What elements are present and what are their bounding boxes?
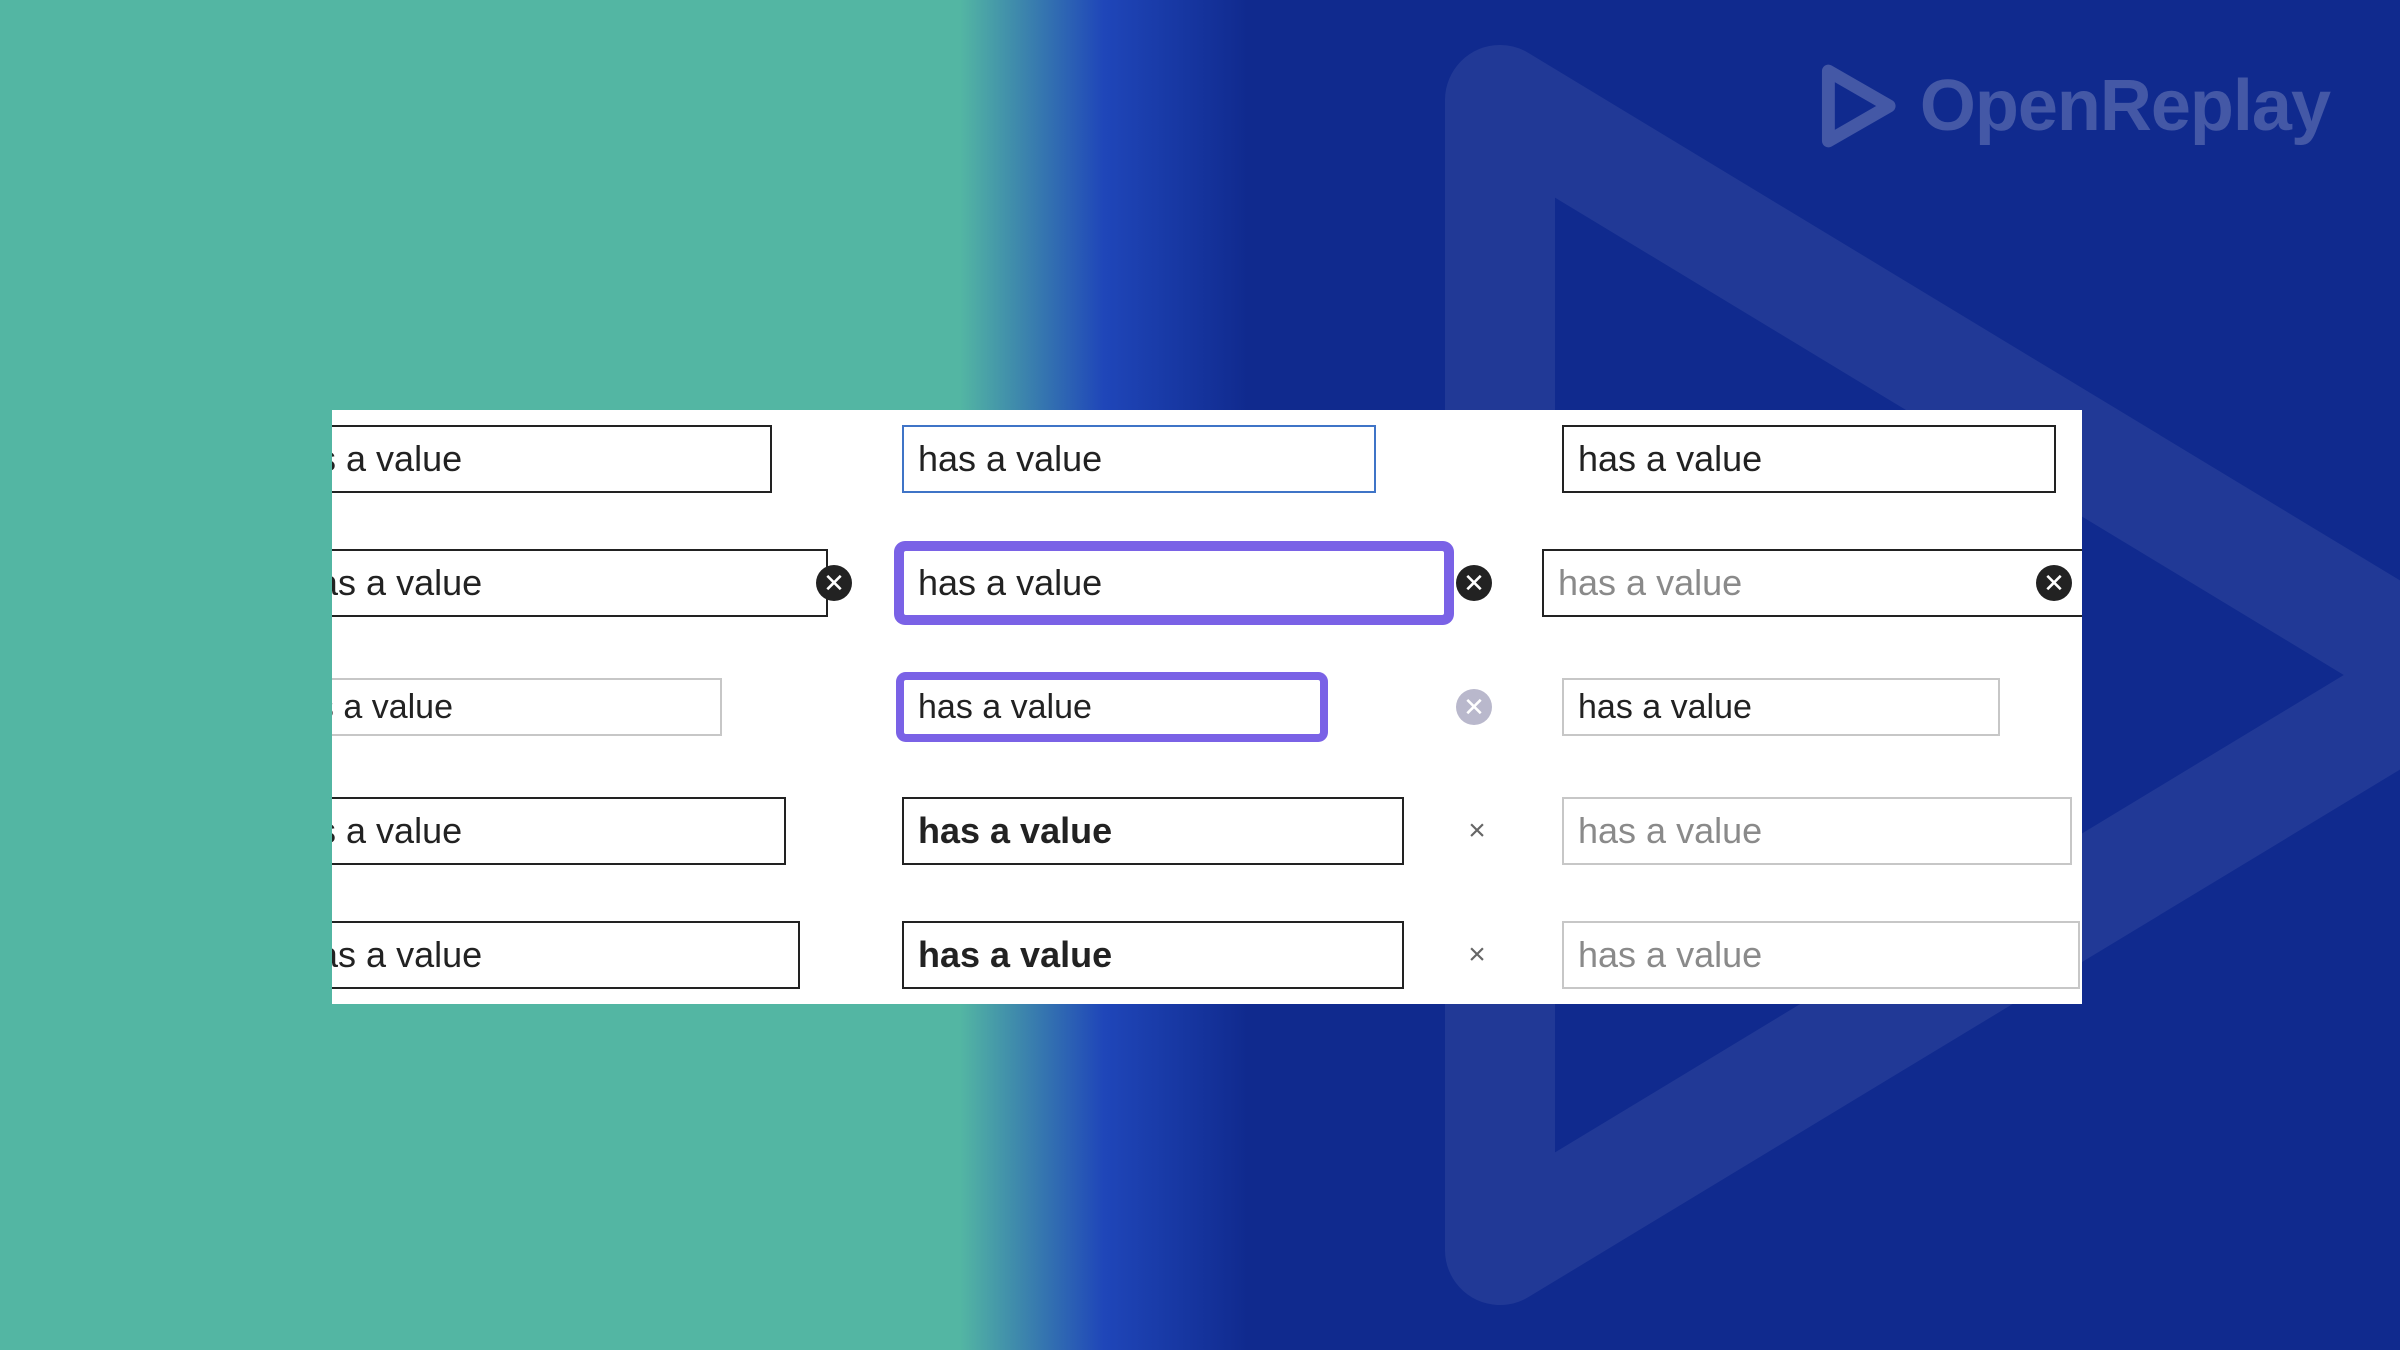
play-triangle-icon [1810,60,1902,152]
input-variant-4-0 [332,921,862,989]
text-input[interactable] [902,678,1322,736]
input-variant-3-0 [332,797,862,865]
input-variant-1-1: ✕ [902,549,1502,617]
text-input[interactable] [902,797,1404,865]
text-input[interactable] [1562,678,2000,736]
input-variant-3-1: × [902,797,1502,865]
input-variant-4-2 [1562,921,2082,989]
input-variant-2-1: ✕ [902,678,1502,736]
input-variant-2-0 [332,678,862,736]
input-variant-3-2 [1562,797,2082,865]
clear-icon[interactable]: × [1462,816,1492,846]
clear-icon[interactable]: ✕ [1456,565,1492,601]
input-variant-0-2 [1562,425,2082,493]
text-input[interactable] [1562,797,2072,865]
ui-screenshot-panel: ✕ ✕ ✕ ✕ × × [332,410,2082,1004]
text-input[interactable] [902,921,1404,989]
text-input[interactable] [332,549,828,617]
input-variant-0-0 [332,425,862,493]
text-input[interactable] [332,921,800,989]
clear-icon[interactable]: ✕ [816,565,852,601]
text-input[interactable] [902,425,1376,493]
input-variants-grid: ✕ ✕ ✕ ✕ × × [332,410,2082,1004]
text-input[interactable] [1542,549,2082,617]
clear-icon[interactable]: × [1462,940,1492,970]
text-input[interactable] [1562,921,2080,989]
input-variant-0-1 [902,425,1502,493]
logo-text: OpenReplay [1920,65,2330,147]
input-variant-4-1: × [902,921,1502,989]
input-variant-2-2 [1562,678,2082,736]
text-input[interactable] [332,425,772,493]
openreplay-logo: OpenReplay [1810,60,2330,152]
text-input[interactable] [332,797,786,865]
text-input[interactable] [1562,425,2056,493]
clear-icon[interactable]: ✕ [2036,565,2072,601]
clear-icon[interactable]: ✕ [1456,689,1492,725]
text-input[interactable] [902,549,1446,617]
text-input[interactable] [332,678,722,736]
input-variant-1-0: ✕ [332,549,862,617]
input-variant-1-2: ✕ [1542,549,2082,617]
